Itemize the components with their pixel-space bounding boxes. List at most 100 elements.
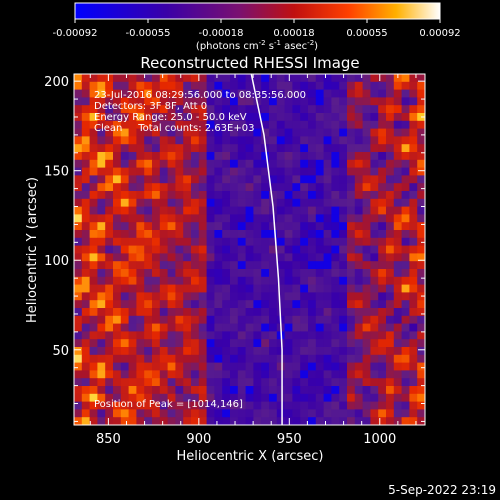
heatmap-cell [347, 401, 356, 410]
heatmap-cell [89, 167, 98, 176]
heatmap-cell [191, 393, 200, 402]
heatmap-cell [206, 417, 215, 425]
heatmap-cell [261, 183, 270, 192]
heatmap-cell [237, 89, 246, 98]
heatmap-cell [128, 128, 137, 137]
heatmap-cell [183, 378, 192, 387]
heatmap-cell [323, 144, 332, 153]
heatmap-cell [105, 230, 114, 239]
heatmap-cell [245, 74, 254, 83]
heatmap-cell [230, 136, 239, 145]
heatmap-cell [347, 198, 356, 207]
heatmap-cell [237, 276, 246, 285]
heatmap-cell [183, 128, 192, 137]
heatmap-cell [214, 378, 223, 387]
heatmap-cell [167, 401, 176, 410]
heatmap-cell [347, 97, 356, 106]
heatmap-cell [331, 237, 340, 246]
heatmap-cell [378, 269, 387, 278]
heatmap-cell [97, 191, 106, 200]
heatmap-cell [393, 144, 402, 153]
heatmap-cell [206, 198, 215, 207]
heatmap-cell [113, 175, 122, 184]
heatmap-cell [113, 81, 122, 90]
heatmap-cell [183, 230, 192, 239]
heatmap-cell [175, 74, 184, 83]
heatmap-cell [269, 175, 278, 184]
heatmap-cell [105, 89, 114, 98]
heatmap-cell [167, 323, 176, 332]
heatmap-cell [315, 206, 324, 215]
heatmap-cell [292, 214, 301, 223]
heatmap-cell [276, 409, 285, 418]
heatmap-cell [183, 222, 192, 231]
heatmap-cell [253, 378, 262, 387]
heatmap-cell [323, 136, 332, 145]
heatmap-cell [105, 191, 114, 200]
heatmap-cell [323, 393, 332, 402]
heatmap-cell [276, 237, 285, 246]
heatmap-cell [74, 292, 83, 301]
heatmap-cell [354, 417, 363, 425]
heatmap-cell [144, 331, 153, 340]
heatmap-cell [261, 269, 270, 278]
heatmap-cell [74, 409, 83, 418]
heatmap-cell [128, 393, 137, 402]
heatmap-cell [74, 245, 83, 254]
heatmap-cell [362, 175, 371, 184]
heatmap-cell [120, 386, 129, 395]
heatmap-cell [339, 393, 348, 402]
heatmap-cell [237, 97, 246, 106]
heatmap-cell [144, 339, 153, 348]
heatmap-cell [237, 74, 246, 83]
heatmap-cell [198, 74, 207, 83]
heatmap-cell [269, 97, 278, 106]
y-tick-label: 200 [44, 75, 69, 90]
heatmap-cell [113, 339, 122, 348]
heatmap-cell [191, 230, 200, 239]
heatmap-cell [113, 401, 122, 410]
heatmap-cell [120, 97, 129, 106]
heatmap-cell [315, 401, 324, 410]
heatmap-cell [222, 276, 231, 285]
heatmap-cell [198, 245, 207, 254]
heatmap-cell [417, 253, 425, 262]
heatmap-cell [237, 113, 246, 122]
heatmap-cell [292, 222, 301, 231]
heatmap-cell [159, 175, 168, 184]
heatmap-cell [347, 253, 356, 262]
heatmap-cell [347, 269, 356, 278]
heatmap-cell [315, 300, 324, 309]
heatmap-cell [269, 222, 278, 231]
heatmap-cell [300, 105, 309, 114]
heatmap-cell [253, 214, 262, 223]
heatmap-cell [315, 253, 324, 262]
heatmap-cell [159, 144, 168, 153]
heatmap-cell [300, 167, 309, 176]
heatmap-cell [120, 222, 129, 231]
heatmap-cell [362, 378, 371, 387]
heatmap-cell [323, 237, 332, 246]
heatmap-cell [89, 245, 98, 254]
heatmap-cell [401, 331, 410, 340]
heatmap-cell [245, 401, 254, 410]
heatmap-cell [378, 386, 387, 395]
heatmap-cell [339, 183, 348, 192]
heatmap-cell [362, 97, 371, 106]
heatmap-cell [128, 97, 137, 106]
heatmap-cell [401, 386, 410, 395]
heatmap-cell [191, 206, 200, 215]
heatmap-cell [230, 393, 239, 402]
heatmap-cell [81, 167, 90, 176]
heatmap-cell [198, 417, 207, 425]
heatmap-cell [292, 136, 301, 145]
heatmap-cell [347, 167, 356, 176]
heatmap-cell [269, 159, 278, 168]
heatmap-cell [323, 308, 332, 317]
heatmap-cell [167, 89, 176, 98]
heatmap-cell [253, 308, 262, 317]
heatmap-cell [370, 237, 379, 246]
heatmap-cell [159, 120, 168, 129]
heatmap-cell [144, 105, 153, 114]
heatmap-cell [152, 308, 161, 317]
